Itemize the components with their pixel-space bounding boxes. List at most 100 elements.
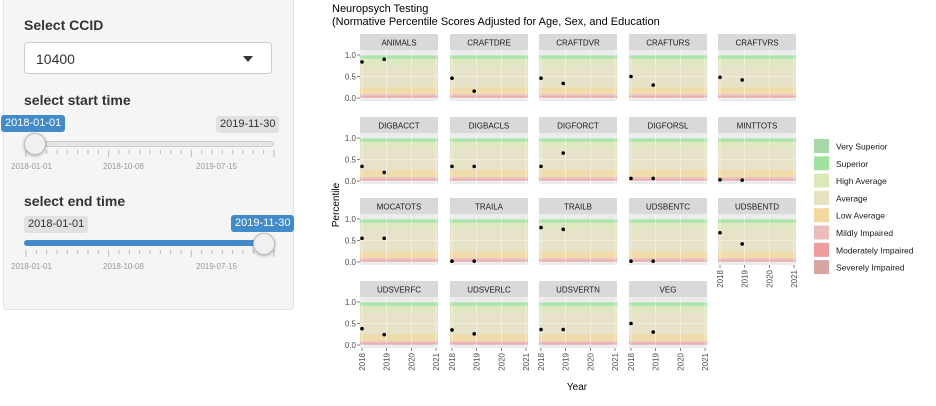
band-superior [539, 138, 617, 142]
band-high-average [360, 222, 438, 230]
x-tick-label: 2019 [383, 352, 392, 370]
facet-title: MINTTOTS [737, 122, 778, 131]
start-tick-label: 2018-01-01 [11, 162, 52, 171]
band-low-average [450, 87, 528, 95]
band-mildly-impaired [360, 94, 438, 96]
band-low-average [539, 87, 617, 95]
band-mildly-impaired [629, 177, 707, 179]
band-high-average [629, 305, 707, 313]
ccid-label: Select CCID [24, 17, 104, 33]
start-slider-handle[interactable] [24, 133, 46, 155]
data-point [740, 178, 744, 182]
y-tick-label: 0.5 [345, 320, 357, 329]
data-point [472, 164, 476, 169]
start-tick-label: 2019-07-15 [196, 162, 237, 171]
end-slider-fill[interactable] [24, 240, 264, 246]
legend-label: Moderately Impaired [836, 245, 914, 255]
band-mildly-impaired [450, 341, 528, 343]
x-tick-label: 2020 [497, 352, 506, 370]
facet-strip [629, 198, 707, 214]
band-high-average [360, 305, 438, 313]
data-point [740, 78, 744, 82]
band-very-superior [718, 55, 796, 56]
band-low-average [718, 251, 796, 259]
y-tick-label: 1.0 [345, 298, 357, 307]
legend-swatch [814, 173, 829, 188]
chevron-down-icon[interactable] [243, 56, 253, 62]
data-point [360, 236, 364, 241]
band-severely-impaired [718, 97, 796, 98]
facet-title: DIGFORCT [557, 122, 599, 131]
band-high-average [539, 222, 617, 230]
band-superior [539, 219, 617, 223]
facet-strip [539, 281, 617, 297]
band-high-average [629, 58, 707, 66]
band-moderately-impaired [360, 178, 438, 181]
band-mildly-impaired [360, 341, 438, 343]
band-mildly-impaired [360, 258, 438, 260]
band-low-average [539, 334, 617, 342]
x-tick-label: 2020 [407, 352, 416, 370]
data-point [629, 176, 633, 181]
facet-strip [360, 281, 438, 297]
band-moderately-impaired [450, 342, 528, 345]
end-tick-label: 2019-07-15 [196, 262, 237, 271]
facet-strip [539, 117, 617, 133]
band-superior [450, 55, 528, 59]
data-point [561, 151, 565, 155]
legend-label: Mildly Impaired [836, 228, 893, 238]
facet-title: UDSBENTD [735, 203, 779, 212]
data-point [450, 259, 454, 263]
facet-strip [360, 34, 438, 50]
band-very-superior [629, 302, 707, 303]
ccid-select[interactable]: 10400 [24, 42, 272, 74]
band-low-average [718, 87, 796, 95]
x-tick-label: 2019 [562, 352, 571, 370]
end-tick-label: 2018-10-08 [103, 262, 144, 271]
facet-strip [629, 117, 707, 133]
band-moderately-impaired [450, 259, 528, 262]
band-high-average [360, 141, 438, 149]
y-tick-label: 0.5 [345, 237, 357, 246]
y-tick-label: 1.0 [345, 51, 357, 60]
band-very-superior [360, 55, 438, 56]
start-time-slider[interactable]: 2018-01-01 2019-11-30 2018-01-01 2018-10… [1, 112, 293, 202]
band-high-average [360, 58, 438, 66]
band-very-superior [629, 55, 707, 56]
end-slider-handle[interactable] [253, 233, 275, 255]
data-point [539, 76, 543, 81]
band-severely-impaired [629, 344, 707, 345]
band-low-average [450, 251, 528, 259]
facet-title: DIGFORSL [648, 122, 689, 131]
band-very-superior [539, 138, 617, 139]
legend-label: High Average [836, 176, 887, 186]
band-low-average [360, 170, 438, 178]
band-low-average [450, 334, 528, 342]
band-very-superior [450, 55, 528, 56]
band-superior [450, 302, 528, 306]
facet-title: DIGBACCT [378, 122, 419, 131]
band-mildly-impaired [539, 94, 617, 96]
band-superior [718, 55, 796, 59]
legend-swatch [814, 156, 829, 171]
band-severely-impaired [360, 261, 438, 262]
facet-title: UDSBENTC [646, 203, 690, 212]
end-time-slider[interactable]: 2018-01-01 2019-11-30 2018-01-01 2018-10… [4, 212, 295, 302]
data-point [450, 164, 454, 169]
facet-title: ANIMALS [381, 39, 416, 48]
data-point [651, 83, 655, 87]
data-point [539, 164, 543, 169]
band-moderately-impaired [718, 259, 796, 262]
data-point [561, 327, 565, 332]
x-tick-label: 2018 [448, 352, 457, 370]
y-axis-label: Percentile [331, 182, 342, 227]
band-moderately-impaired [718, 95, 796, 98]
band-high-average [718, 58, 796, 66]
band-very-superior [450, 138, 528, 139]
band-superior [629, 302, 707, 306]
facet-strip [718, 117, 796, 133]
band-high-average [539, 58, 617, 66]
band-superior [629, 55, 707, 59]
band-mildly-impaired [539, 341, 617, 343]
facet-strip [450, 117, 528, 133]
